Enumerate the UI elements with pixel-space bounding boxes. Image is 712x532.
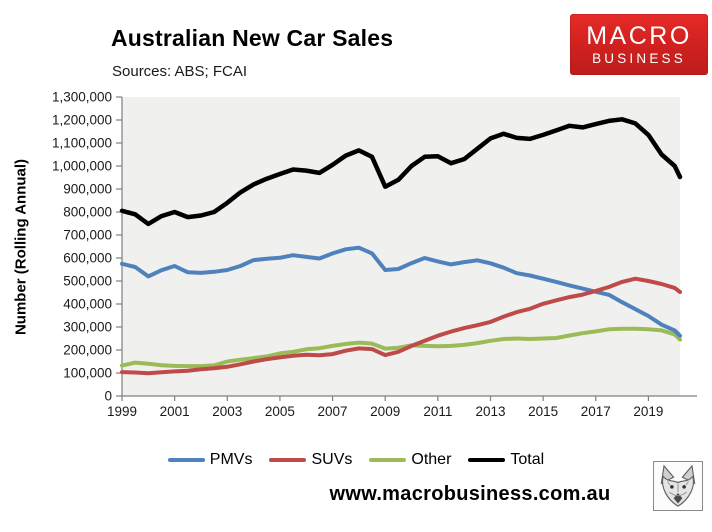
y-tick-label: 1,300,000 — [52, 90, 112, 105]
wolf-head-icon — [660, 464, 696, 507]
x-tick-label: 2017 — [581, 404, 611, 419]
x-tick-label: 2015 — [528, 404, 558, 419]
macrobusiness-logo: MACRO BUSINESS — [570, 14, 708, 75]
series-line-other — [120, 326, 682, 369]
series-line-total — [119, 117, 683, 227]
chart-source-note: Sources: ABS; FCAI — [112, 63, 248, 80]
y-tick-label: 200,000 — [63, 343, 112, 358]
x-tick-label: 2019 — [633, 404, 663, 419]
y-tick-label: 0 — [104, 389, 112, 404]
chart-title: Australian New Car Sales — [111, 25, 394, 51]
legend-swatch-pmvs — [167, 457, 205, 463]
chart-legend: PMVs SUVs Other Total — [0, 448, 712, 472]
y-tick-label: 500,000 — [63, 274, 112, 289]
series-line-suvs — [120, 276, 682, 376]
legend-swatch-suvs — [269, 457, 307, 463]
y-tick-label: 700,000 — [63, 228, 112, 243]
x-tick-label: 2011 — [423, 404, 452, 419]
legend-label-suvs: SUVs — [311, 451, 353, 468]
x-tick-label: 2003 — [212, 404, 242, 419]
y-tick-label: 400,000 — [63, 297, 112, 312]
x-tick-label: 2005 — [265, 404, 295, 419]
y-tick-label: 900,000 — [63, 182, 112, 197]
x-tick-label: 2001 — [160, 404, 190, 419]
legend-swatch-other — [369, 457, 407, 463]
y-tick-label: 300,000 — [63, 320, 112, 335]
legend-item-suvs: SUVs — [269, 451, 352, 469]
y-tick-label: 100,000 — [63, 366, 112, 381]
legend-item-pmvs: PMVs — [167, 451, 253, 469]
x-tick-label: 1999 — [107, 404, 137, 419]
legend-label-total: Total — [510, 451, 545, 468]
y-tick-label: 1,100,000 — [52, 136, 112, 151]
y-tick-label: 1,200,000 — [52, 113, 112, 128]
y-tick-label: 1,000,000 — [52, 159, 112, 174]
legend-swatch-total — [468, 457, 506, 463]
logo-text-macro: MACRO — [586, 21, 692, 50]
y-tick-label: 600,000 — [63, 251, 112, 266]
x-tick-label: 2013 — [475, 404, 505, 419]
x-tick-label: 2009 — [370, 404, 400, 419]
legend-label-pmvs: PMVs — [209, 451, 253, 468]
logo-text-business: BUSINESS — [592, 50, 686, 66]
legend-item-other: Other — [369, 451, 451, 469]
website-url: www.macrobusiness.com.au — [329, 483, 611, 505]
x-tick-label: 2007 — [318, 404, 348, 419]
legend-item-total: Total — [468, 451, 544, 469]
wolf-logo — [653, 461, 703, 511]
legend-label-other: Other — [411, 451, 452, 468]
y-tick-label: 800,000 — [63, 205, 112, 220]
